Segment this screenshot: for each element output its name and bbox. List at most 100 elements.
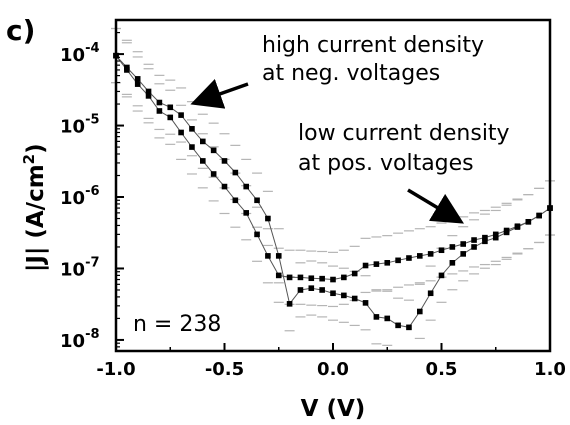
x-tick-label: -0.5: [205, 359, 244, 380]
y-tick-label: 10-8: [60, 327, 100, 352]
data-point: [221, 183, 228, 190]
x-tick-label: 1.0: [534, 359, 566, 380]
y-tick-exponent: -4: [85, 41, 99, 56]
data-point: [438, 247, 445, 254]
data-point: [221, 158, 228, 164]
data-point: [145, 88, 152, 95]
x-tick-label: 0.5: [426, 359, 458, 380]
data-point: [341, 274, 347, 281]
data-point: [167, 104, 174, 111]
data-point: [200, 138, 206, 145]
data-point: [210, 147, 217, 154]
data-point: [243, 183, 249, 190]
data-point: [395, 257, 401, 264]
data-point: [395, 322, 401, 329]
data-point: [438, 272, 445, 279]
data-point: [427, 251, 434, 257]
data-point: [384, 260, 391, 266]
y-tick-base: 10: [60, 331, 85, 352]
data-point: [330, 276, 336, 283]
arrow-low-current: [407, 188, 465, 224]
annotation-high-line2: at neg. voltages: [262, 61, 440, 86]
data-point: [460, 241, 466, 247]
y-tick-exponent: -6: [85, 184, 99, 199]
data-point: [341, 292, 347, 299]
data-point: [525, 218, 532, 225]
data-point: [286, 301, 293, 307]
data-point: [319, 287, 325, 293]
y-tick-base: 10: [60, 117, 85, 138]
data-point: [503, 229, 510, 236]
data-point: [189, 144, 195, 150]
data-point: [308, 275, 315, 282]
y-tick-base: 10: [60, 45, 85, 66]
data-point: [156, 108, 163, 114]
data-point: [492, 231, 499, 238]
y-tick-label: 10-7: [60, 255, 100, 280]
y-axis-title: |J| (A/cm2): [20, 143, 49, 272]
y-axis-title-end: ): [23, 143, 49, 154]
data-point: [373, 261, 380, 267]
y-tick-exponent: -8: [85, 327, 99, 342]
data-point: [167, 114, 174, 121]
data-point: [124, 64, 130, 71]
data-point: [134, 81, 141, 87]
data-point: [330, 290, 336, 297]
data-point: [417, 253, 423, 259]
y-tick-label: 10-6: [60, 184, 100, 209]
data-point: [265, 253, 271, 259]
data-point: [145, 93, 152, 99]
data-point: [373, 314, 380, 320]
data-point: [210, 171, 217, 177]
data-point: [362, 262, 369, 269]
data-point: [449, 244, 456, 250]
y-axis-title-sup: 2: [20, 154, 38, 164]
data-point: [351, 295, 358, 302]
data-point: [275, 272, 282, 279]
data-point: [156, 99, 163, 106]
x-axis-title: V (V): [301, 396, 366, 422]
data-point: [243, 210, 249, 216]
series-line: [115, 55, 551, 328]
data-point: [362, 300, 369, 306]
data-point: [297, 274, 304, 281]
data-point: [232, 169, 239, 176]
data-point: [536, 212, 542, 219]
data-point: [308, 285, 315, 291]
y-axis-title-main: |J| (A/cm: [23, 164, 49, 272]
y-tick-base: 10: [60, 259, 85, 280]
data-point: [471, 237, 477, 243]
data-point: [460, 251, 466, 257]
y-tick-exponent: -7: [85, 255, 99, 270]
y-tick-label: 10-5: [60, 113, 100, 138]
x-tick-label: 0.0: [317, 359, 349, 380]
annotation-low-line2: at pos. voltages: [298, 151, 474, 176]
y-tick-exponent: -5: [85, 113, 99, 128]
data-point: [492, 234, 499, 241]
data-point: [351, 270, 358, 277]
arrow-high-current: [190, 78, 249, 109]
data-point: [417, 308, 423, 315]
data-point: [297, 287, 304, 293]
data-point: [286, 274, 293, 281]
data-point: [200, 158, 206, 164]
data-point: [406, 255, 412, 261]
data-point: [232, 197, 239, 204]
x-tick-label: -1.0: [96, 359, 135, 380]
data-point: [449, 260, 456, 266]
data-point: [134, 76, 141, 82]
y-tick-base: 10: [60, 188, 85, 209]
data-point: [189, 126, 195, 132]
y-tick-label: 10-4: [60, 41, 100, 66]
data-point: [254, 231, 260, 238]
data-point: [265, 215, 271, 222]
annotation-low-line1: low current density: [298, 121, 510, 146]
data-point: [254, 197, 260, 204]
data-point: [471, 244, 477, 250]
sample-count-label: n = 238: [133, 312, 221, 337]
data-point: [482, 234, 488, 241]
data-point: [427, 290, 434, 297]
data-point: [406, 324, 412, 331]
data-point: [384, 315, 391, 322]
